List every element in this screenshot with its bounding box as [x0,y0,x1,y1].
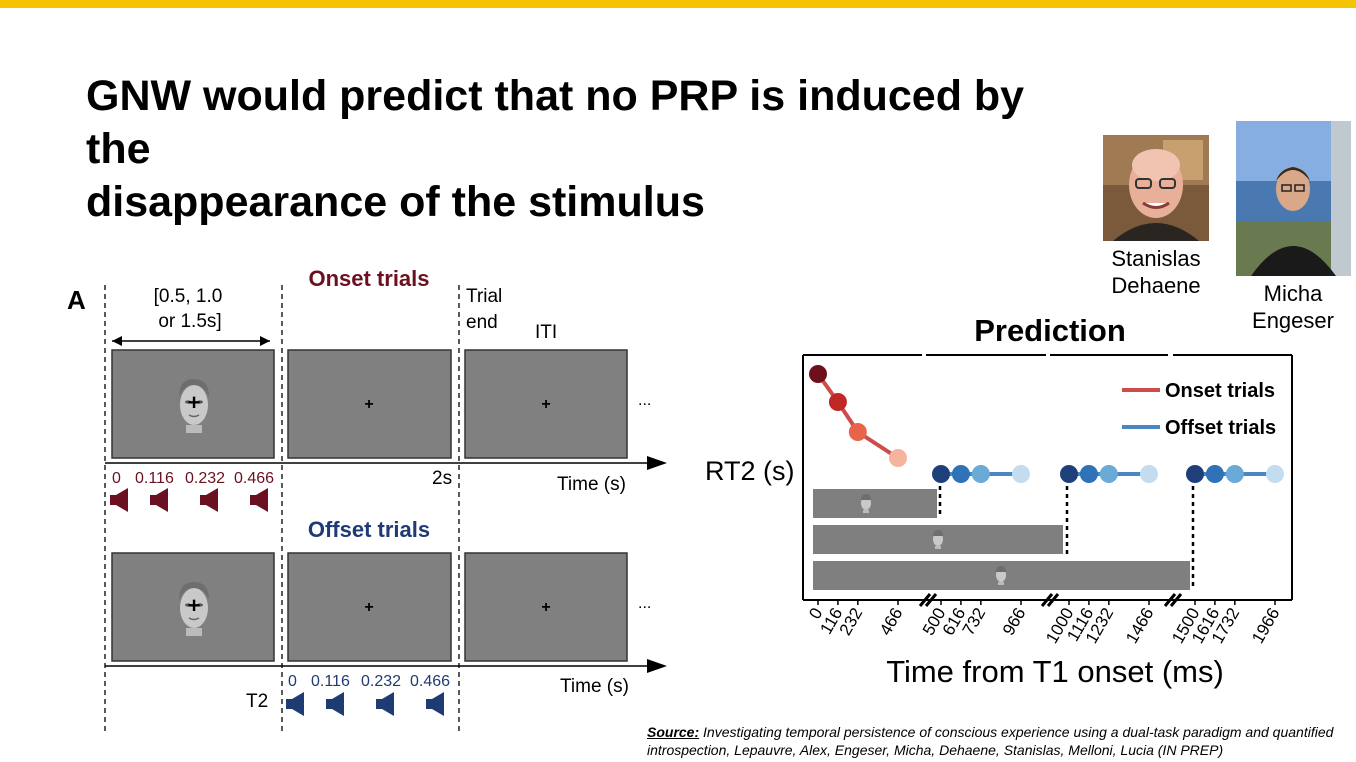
onset-tick: 0.232 [185,470,225,487]
offset-data-point [951,465,970,483]
panel-a-diagram: A [0.5, 1.0 or 1.5s] Onset trials Trial … [67,266,667,735]
offset-ellipsis: ... [638,595,651,612]
onset-screen-fixation [287,349,452,459]
speaker-icon [286,692,304,716]
svg-text:+: + [541,599,550,616]
speaker-icon [326,692,344,716]
svg-text:+: + [188,593,201,618]
svg-text:+: + [188,390,201,415]
iti-label: ITI [535,322,557,343]
offset-tick: 0.232 [361,673,401,690]
onset-ellipsis: ... [638,392,651,409]
onset-tick: 0.116 [135,470,174,487]
onset-time-label: Time (s) [557,474,626,495]
offset-data-point [1266,465,1284,483]
x-tick-label: 466 [876,605,907,639]
duration-label-line1: [0.5, 1.0 [154,286,223,307]
x-tick-label: 1466 [1122,605,1157,647]
offset-data-point [1012,465,1030,483]
onset-data-point [828,393,847,411]
x-tick-label: 732 [959,605,990,639]
speaker-icon [110,488,128,512]
offset-screen-iti [464,552,628,662]
offset-data-point [1225,465,1244,483]
svg-text:+: + [541,396,550,413]
offset-time-label: Time (s) [560,676,629,697]
prediction-title: Prediction [974,313,1126,348]
legend-offset-label: Offset trials [1165,417,1276,439]
source-label: Source: [647,724,700,740]
speaker-icon [200,488,218,512]
offset-data-point [1140,465,1158,483]
offset-tick: 0.466 [410,673,450,690]
offset-speaker-icons [286,692,444,716]
panel-label: A [67,285,86,315]
offset-soa-ticks: 0 0.116 0.232 0.466 [288,673,450,690]
offset-data-point [1060,465,1078,483]
offset-marker-lines [938,478,1195,590]
svg-text:+: + [364,396,373,413]
slide-title: GNW would predict that no PRP is induced… [86,70,1086,229]
onset-data-point [889,449,907,467]
trial-end-line1: Trial [466,286,502,307]
caption-micha-engeser: Micha Engeser [1233,280,1353,334]
trial-end-line2: end [466,312,498,333]
speaker-icon [250,488,268,512]
x-tick-label: 232 [836,605,867,639]
duration-label-line2: or 1.5s] [158,311,221,332]
caption-last-name: Engeser [1252,308,1334,333]
photo-stanislas-dehaene [1103,135,1209,241]
offset-tick: 0 [288,673,297,690]
photo-micha-engeser [1236,121,1351,276]
caption-stanislas-dehaene: Stanislas Dehaene [1096,245,1216,299]
speaker-icon [376,692,394,716]
offset-tick: 0.116 [311,673,350,690]
onset-screen-iti [464,349,628,459]
phase-dividers [104,285,460,735]
top-accent-bar [0,0,1356,8]
prediction-chart: Prediction RT2 (s) Time from T1 onset (m… [705,313,1293,689]
x-tick-label: 966 [999,605,1030,639]
onset-soa-ticks: 0 0.116 0.232 0.466 [112,470,274,487]
onset-data-point [848,423,867,441]
caption-first-name: Stanislas [1111,246,1201,271]
bottom-axis-breaks [918,593,1183,607]
source-text: Investigating temporal persistence of co… [647,724,1334,758]
title-line-2: disappearance of the stimulus [86,178,705,226]
offset-data-point [932,465,950,483]
two-seconds-label: 2s [432,468,452,489]
offset-trials-title: Offset trials [308,517,430,542]
offset-data-point [1205,465,1224,483]
onset-tick: 0 [112,470,121,487]
caption-last-name: Dehaene [1111,273,1201,298]
prediction-x-label: Time from T1 onset (ms) [886,654,1224,689]
caption-first-name: Micha [1263,281,1323,306]
offset-data-point [1186,465,1204,483]
series-layer [809,365,1284,483]
speaker-icon [150,488,168,512]
prediction-y-label: RT2 (s) [705,456,795,486]
offset-data-point [1099,465,1118,483]
stimulus-bar-500ms [813,489,937,518]
t2-label: T2 [246,691,268,712]
title-line-1: GNW would predict that no PRP is induced… [86,72,1025,173]
source-citation: Source: Investigating temporal persisten… [647,723,1352,759]
legend-onset-label: Onset trials [1165,380,1275,402]
speaker-icon [426,692,444,716]
onset-speaker-icons [110,488,268,512]
onset-trials-title: Onset trials [308,266,429,291]
offset-data-point [971,465,990,483]
offset-data-point [1079,465,1098,483]
svg-text:+: + [364,599,373,616]
onset-tick: 0.466 [234,470,274,487]
offset-screen-fixation [287,552,452,662]
x-tick-label: 1966 [1248,605,1283,647]
onset-data-point [809,365,827,383]
